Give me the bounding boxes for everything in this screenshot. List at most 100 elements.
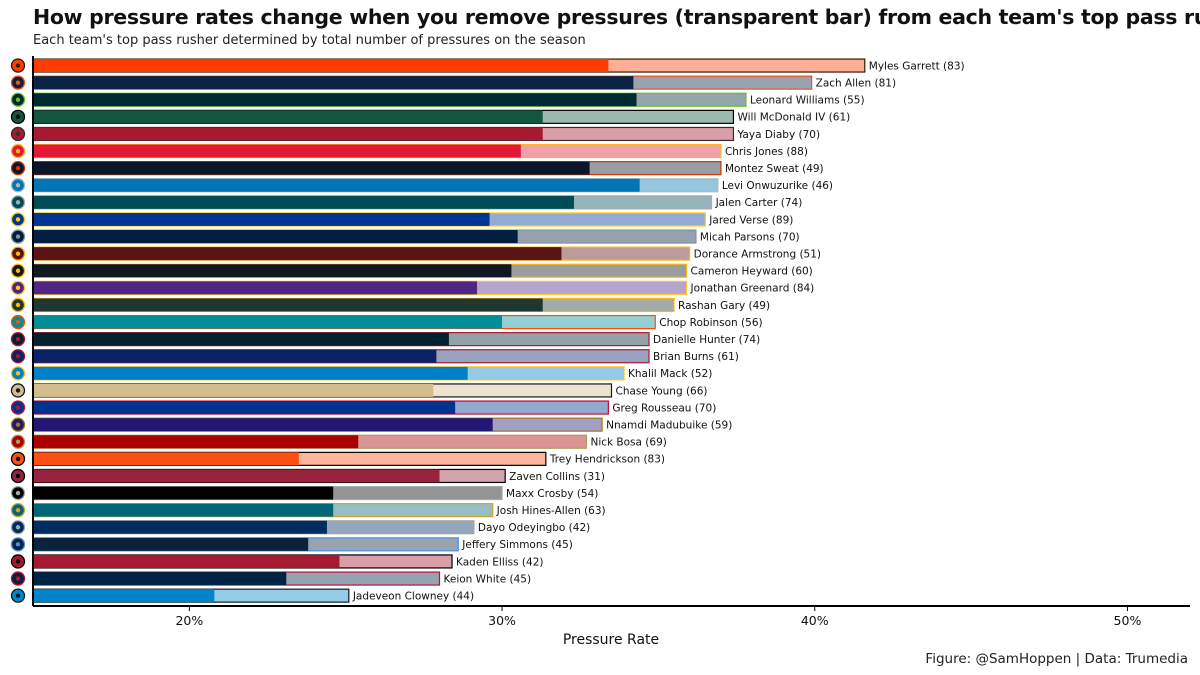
buccaneers-logo-icon [10,126,26,142]
cowboys-logo-icon [10,229,26,244]
colts-logo-icon [10,520,26,535]
chiefs-logo-icon [10,143,26,159]
bar-label: Nick Bosa (69) [590,437,666,449]
bar-without-top-rusher [33,281,478,295]
bar-without-top-rusher [33,76,634,90]
rams-logo-icon [10,212,26,227]
raiders-logo-icon [10,485,26,501]
bar-label: Micah Parsons (70) [700,231,800,243]
commanders-logo-icon [10,246,26,261]
bar-label: Jared Verse (89) [708,214,793,226]
chargers-logo-icon [10,366,26,381]
bar-without-top-rusher [33,401,456,415]
bar-label: Keion White (45) [444,573,532,585]
bar-without-top-rusher [33,195,574,209]
bar-without-top-rusher [33,178,640,192]
steelers-logo-icon [10,263,26,278]
seahawks-logo-icon [10,92,26,107]
bar-without-top-rusher [33,127,543,141]
bar-without-top-rusher [33,315,503,329]
bears-logo-icon [10,160,26,176]
bar-without-top-rusher [33,554,340,568]
49ers-logo-icon [10,434,26,449]
bar-without-top-rusher [33,110,543,124]
bar-without-top-rusher [33,589,215,603]
bar-label: Josh Hines-Allen (63) [496,505,606,517]
bar-without-top-rusher [33,332,449,346]
jaguars-logo-icon [10,502,26,518]
bar-label: Dorance Armstrong (51) [694,248,821,260]
bar-without-top-rusher [33,247,562,261]
x-tick-label: 40% [801,613,829,628]
bar-label: Jonathan Greenard (84) [690,283,815,295]
bar-label: Greg Rousseau (70) [612,402,716,414]
x-axis-title: Pressure Rate [563,632,659,648]
bar-label: Chris Jones (88) [725,146,808,158]
broncos-logo-icon [10,75,26,90]
vikings-logo-icon [10,280,26,296]
bar-without-top-rusher [33,537,309,551]
bar-without-top-rusher [33,298,543,312]
bar-without-top-rusher [33,161,590,175]
packers-logo-icon [10,297,26,313]
bar-without-top-rusher [33,59,609,73]
ravens-logo-icon [10,417,26,432]
bar-label: Myles Garrett (83) [869,60,965,72]
chart-caption: Figure: @SamHoppen | Data: Trumedia [925,651,1188,667]
bar-label: Jalen Carter (74) [715,197,803,209]
bar-without-top-rusher [33,469,440,483]
bar-label: Cameron Heyward (60) [691,266,813,278]
bar-without-top-rusher [33,418,493,432]
browns-logo-icon [10,58,26,73]
panthers-logo-icon [10,588,26,603]
bar-label: Chase Young (66) [616,385,708,397]
bar-label: Nnamdi Madubuike (59) [606,419,732,431]
titans-logo-icon [10,537,26,552]
bar-without-top-rusher [33,230,518,244]
bar-without-top-rusher [33,264,512,278]
giants-logo-icon [10,349,26,364]
bar-label: Montez Sweat (49) [725,163,824,175]
bar-without-top-rusher [33,349,437,363]
bar-without-top-rusher [33,452,299,466]
bar-without-top-rusher [33,93,637,107]
bar-label: Khalil Mack (52) [628,368,712,380]
bar-label: Kaden Elliss (42) [456,556,543,568]
bar-without-top-rusher [33,520,327,534]
bar-label: Brian Burns (61) [653,351,739,363]
bar-label: Maxx Crosby (54) [506,488,598,500]
bar-label: Leonard Williams (55) [750,95,865,107]
bills-logo-icon [10,400,26,415]
patriots-logo-icon [10,571,26,586]
bengals-logo-icon [10,451,26,467]
bar-without-top-rusher [33,486,334,500]
cardinals-logo-icon [10,468,26,484]
x-tick-label: 50% [1114,613,1142,628]
bar-without-top-rusher [33,366,468,380]
jets-logo-icon [10,109,26,124]
bar-label: Will McDonald IV (61) [737,112,850,124]
saints-logo-icon [10,383,26,398]
bar-label: Danielle Hunter (74) [653,334,760,346]
team-logos-layer [10,58,26,603]
falcons-logo-icon [10,554,26,569]
dolphins-logo-icon [10,314,26,330]
bar-label: Trey Hendrickson (83) [549,454,665,466]
bar-without-top-rusher [33,572,287,586]
bar-without-top-rusher [33,503,334,517]
chart-subtitle: Each team's top pass rusher determined b… [33,33,586,48]
x-axis-ticks: 20% 30% 40% 50% [175,606,1141,628]
texans-logo-icon [10,331,26,347]
chart-title: How pressure rates change when you remov… [33,5,1200,29]
bar-label: Zach Allen (81) [816,77,896,89]
bar-label: Levi Onwuzurike (46) [722,180,833,192]
eagles-logo-icon [10,195,26,210]
bar-label: Jeffery Simmons (45) [461,539,573,551]
bar-without-top-rusher [33,144,521,158]
bar-without-top-rusher [33,212,490,226]
bar-label: Chop Robinson (56) [659,317,762,329]
bar-label: Jadeveon Clowney (44) [352,590,474,602]
bar-label: Dayo Odeyingbo (42) [478,522,590,534]
bars-layer: Myles Garrett (83) Zach Allen (81) Leonard… [32,58,965,603]
